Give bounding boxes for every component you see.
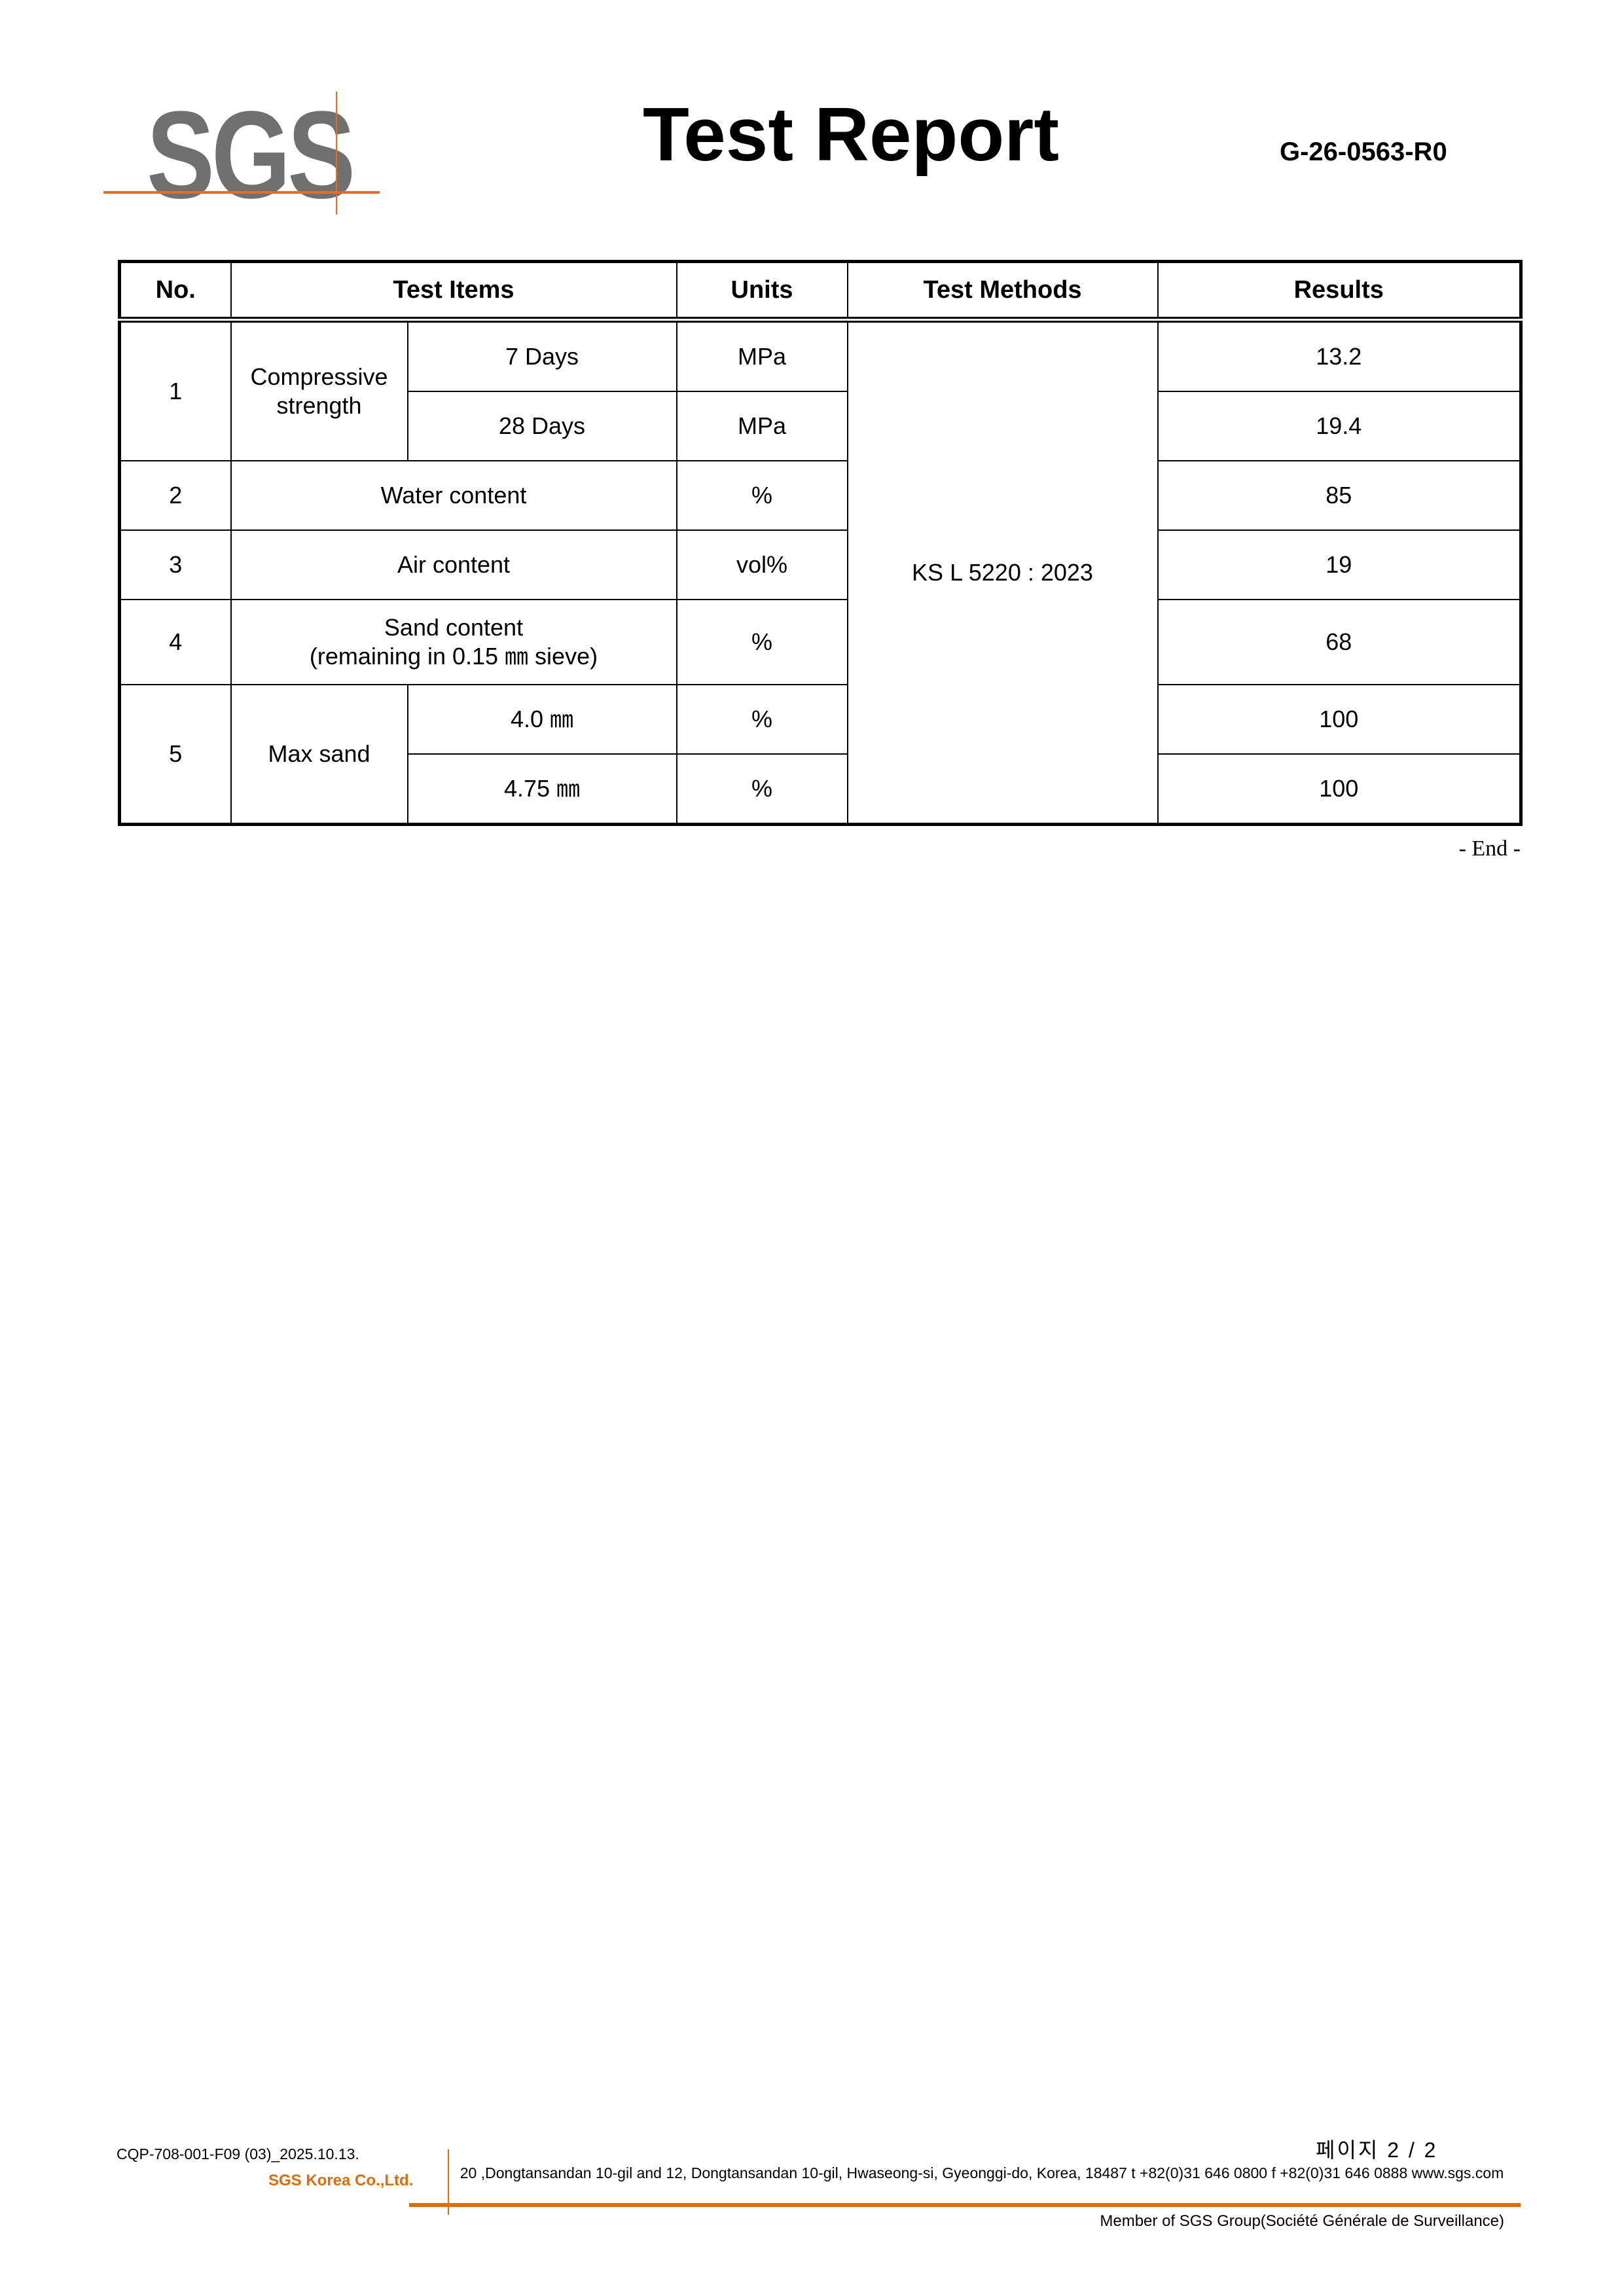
table-row: 4.75 ㎜ % 100 xyxy=(120,753,1522,825)
row-subitem: 4.0 ㎜ xyxy=(406,684,677,755)
header-units: Units xyxy=(676,260,848,323)
row-subitem: 7 Days xyxy=(406,319,677,392)
row-item-line1: Sand content xyxy=(384,614,524,641)
results-table: No. Test Items Units Test Methods Result… xyxy=(118,260,1523,826)
table-row: 4 Sand content (remaining in 0.15 ㎜ siev… xyxy=(118,599,1522,685)
table-row: 2 Water content % 85 xyxy=(118,460,1522,531)
row-result: 19.4 xyxy=(1157,391,1522,461)
row-unit: % xyxy=(676,599,848,685)
row-item: Sand content (remaining in 0.15 ㎜ sieve) xyxy=(230,599,677,685)
header-test-methods: Test Methods xyxy=(846,260,1159,323)
header-test-items: Test Items xyxy=(230,260,677,323)
page-title: Test Report xyxy=(643,92,1059,177)
row-no: 2 xyxy=(118,460,232,531)
row-unit: MPa xyxy=(676,391,848,461)
row-result: 13.2 xyxy=(1157,319,1522,392)
row-no: 4 xyxy=(118,599,232,685)
company-address: 20 ,Dongtansandan 10-gil and 12, Dongtan… xyxy=(460,2164,1504,2181)
row-unit: % xyxy=(676,460,848,531)
report-number: G-26-0563-R0 xyxy=(1280,137,1447,166)
table-row: 5 Max sand 4.0 ㎜ % 100 xyxy=(118,684,1522,825)
footer-divider xyxy=(409,2203,1521,2207)
row-item-line2: (remaining in 0.15 ㎜ sieve) xyxy=(309,643,598,670)
table-row: 28 Days MPa 19.4 xyxy=(120,391,1522,461)
row-result: 68 xyxy=(1157,599,1522,685)
sgs-logo: SGS xyxy=(103,92,385,223)
row-item: Max sand xyxy=(230,684,408,825)
row-unit: MPa xyxy=(676,319,848,392)
test-method: KS L 5220 : 2023 xyxy=(846,319,1159,825)
member-text: Member of SGS Group(Société Générale de … xyxy=(1100,2212,1504,2230)
row-item: Water content xyxy=(230,460,677,531)
table-header-row: No. Test Items Units Test Methods Result… xyxy=(118,260,1522,323)
row-no: 5 xyxy=(118,684,232,825)
row-result: 100 xyxy=(1157,753,1522,825)
table-row: 1 Compressive strength 7 Days MPa KS L 5… xyxy=(118,319,1522,825)
row-result: 19 xyxy=(1157,529,1522,600)
row-subitem: 28 Days xyxy=(406,391,677,461)
row-unit: % xyxy=(676,753,848,825)
row-result: 85 xyxy=(1157,460,1522,531)
row-unit: vol% xyxy=(676,529,848,600)
logo-underline xyxy=(103,191,380,194)
row-item: Compressive strength xyxy=(230,319,408,461)
header-results: Results xyxy=(1157,260,1522,323)
company-name: SGS Korea Co.,Ltd. xyxy=(268,2172,414,2189)
logo-text: SGS xyxy=(147,86,355,224)
logo-vertical-line xyxy=(336,92,337,215)
end-marker: - End - xyxy=(1458,836,1521,861)
page-number: 페이지 2 / 2 xyxy=(1316,2138,1438,2162)
header-no: No. xyxy=(118,260,232,323)
row-result: 100 xyxy=(1157,684,1522,755)
table-row: 3 Air content vol% 19 xyxy=(118,529,1522,600)
row-item: Air content xyxy=(230,529,677,600)
row-no: 3 xyxy=(118,529,232,600)
row-subitem: 4.75 ㎜ xyxy=(406,753,677,825)
footer-vertical-line xyxy=(448,2149,449,2215)
row-no: 1 xyxy=(118,319,232,461)
row-unit: % xyxy=(676,684,848,755)
form-code: CQP-708-001-F09 (03)_2025.10.13. xyxy=(117,2145,359,2162)
